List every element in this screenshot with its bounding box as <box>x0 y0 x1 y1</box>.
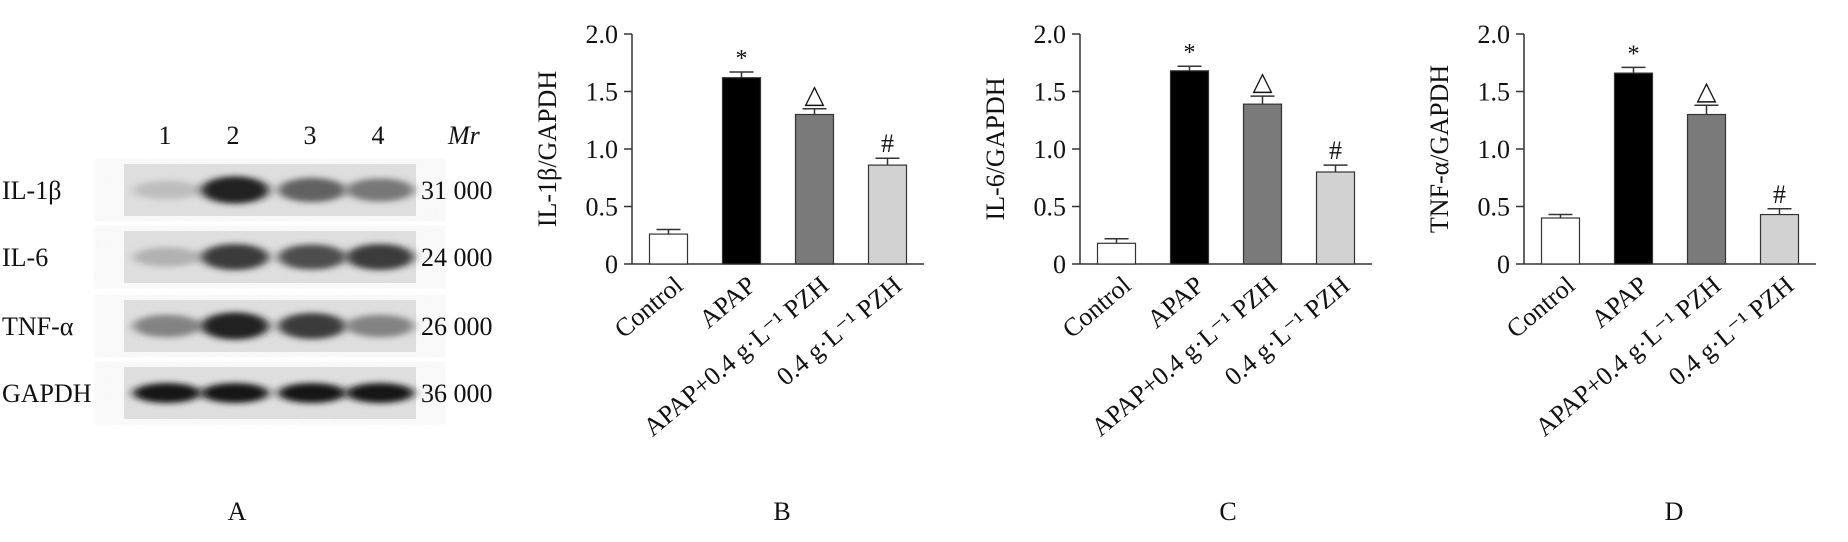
y-tick-label: 0.5 <box>1478 193 1511 222</box>
protein-band <box>133 247 201 267</box>
lane-label: 3 <box>304 121 317 150</box>
bar-chart-tnfa: 00.51.01.52.0TNF-α/GAPDHControl*APAP△APA… <box>1425 20 1816 526</box>
protein-band <box>278 312 346 340</box>
y-tick-label: 0 <box>1497 250 1510 279</box>
blot-row: TNF-α 26 000 <box>2 300 493 352</box>
significance-mark: * <box>1628 41 1640 67</box>
x-tick-label: 0.4 g·L⁻¹ PZH <box>1663 270 1800 391</box>
significance-mark: △ <box>805 80 825 109</box>
bar <box>1686 113 1727 265</box>
x-tick-label: Control <box>609 270 689 343</box>
protein-band <box>201 176 269 204</box>
bar <box>1315 171 1356 265</box>
bar <box>1096 242 1137 265</box>
x-tick-label: Control <box>1057 270 1137 343</box>
bar <box>1759 213 1800 265</box>
protein-band <box>278 244 346 270</box>
protein-band <box>133 383 201 403</box>
mr-value: 24 000 <box>421 243 493 272</box>
bar-chart-il1b: 00.51.01.52.0IL-1β/GAPDHControl*APAP△APA… <box>533 20 924 526</box>
significance-mark: # <box>881 129 894 158</box>
bar <box>1169 70 1210 265</box>
lane-labels: 1 2 3 4 <box>159 121 385 150</box>
protein-band <box>133 180 201 200</box>
y-tick-label: 1.5 <box>586 78 619 107</box>
protein-band <box>346 314 414 338</box>
panel-letter: D <box>1665 497 1684 526</box>
bar <box>794 113 835 265</box>
protein-band <box>346 383 414 403</box>
bar <box>1242 103 1283 265</box>
mr-header: Mr <box>447 121 481 150</box>
protein-band <box>201 243 269 271</box>
y-tick-label: 1.5 <box>1034 78 1067 107</box>
lane-label: 1 <box>159 121 172 150</box>
western-blot-panel: 1 2 3 4 Mr IL-1β 31 000 IL-6 24 000 TNF-α 26 000… <box>2 121 493 526</box>
mr-value: 36 000 <box>421 379 493 408</box>
protein-band <box>278 177 346 203</box>
x-tick-label: 0.4 g·L⁻¹ PZH <box>1219 270 1356 391</box>
significance-mark: # <box>1773 180 1786 209</box>
y-axis-label: TNF-α/GAPDH <box>1425 65 1454 233</box>
protein-label: IL-1β <box>2 176 61 205</box>
protein-label: GAPDH <box>2 379 92 408</box>
panel-letter: C <box>1219 497 1236 526</box>
y-axis-label: IL-1β/GAPDH <box>533 71 562 227</box>
panel-letter-a: A <box>228 497 247 526</box>
y-tick-label: 0.5 <box>1034 193 1067 222</box>
y-tick-label: 1.0 <box>586 135 619 164</box>
protein-band <box>346 243 414 271</box>
y-tick-label: 1.0 <box>1034 135 1067 164</box>
y-tick-label: 1.0 <box>1478 135 1511 164</box>
y-tick-label: 2.0 <box>1034 20 1067 49</box>
y-axis-label: IL-6/GAPDH <box>981 77 1010 220</box>
x-tick-label: Control <box>1501 270 1581 343</box>
mr-value: 31 000 <box>421 176 493 205</box>
blot-row: IL-1β 31 000 <box>2 164 493 216</box>
lane-label: 4 <box>372 121 385 150</box>
protein-band <box>133 314 201 338</box>
significance-mark: * <box>736 46 748 72</box>
bar <box>721 77 762 265</box>
protein-band <box>278 383 346 403</box>
protein-band <box>201 383 269 403</box>
y-tick-label: 2.0 <box>586 20 619 49</box>
blot-row: GAPDH 36 000 <box>2 367 493 419</box>
bar <box>648 233 689 265</box>
bar <box>1613 72 1654 265</box>
y-tick-label: 0.5 <box>586 193 619 222</box>
x-tick-label: 0.4 g·L⁻¹ PZH <box>771 270 908 391</box>
lane-label: 2 <box>227 121 240 150</box>
bar-chart-il6: 00.51.01.52.0IL-6/GAPDHControl*APAP△APAP… <box>981 20 1372 526</box>
panel-letter: B <box>773 497 790 526</box>
y-tick-label: 2.0 <box>1478 20 1511 49</box>
protein-band <box>201 312 269 340</box>
protein-label: TNF-α <box>2 312 74 341</box>
significance-mark: * <box>1184 40 1196 66</box>
bar <box>867 164 908 265</box>
protein-band <box>346 178 414 202</box>
bar <box>1540 217 1581 265</box>
significance-mark: # <box>1329 136 1342 165</box>
mr-value: 26 000 <box>421 312 493 341</box>
blot-row: IL-6 24 000 <box>2 231 493 283</box>
y-tick-label: 1.5 <box>1478 78 1511 107</box>
blot-rows: IL-1β 31 000 IL-6 24 000 TNF-α 26 000 GAPDH 36 … <box>2 164 493 419</box>
significance-mark: △ <box>1697 76 1717 105</box>
significance-mark: △ <box>1253 67 1273 96</box>
y-tick-label: 0 <box>605 250 618 279</box>
y-tick-label: 0 <box>1053 250 1066 279</box>
protein-label: IL-6 <box>2 243 48 272</box>
